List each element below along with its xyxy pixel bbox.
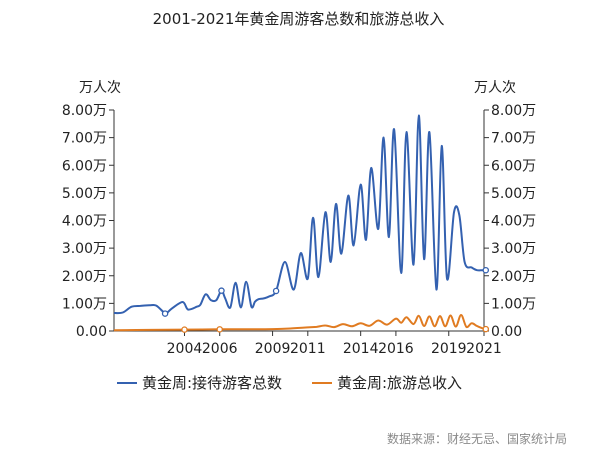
series-layer <box>113 114 490 333</box>
y-tick-label-right: 4.00万 <box>491 214 536 230</box>
right-unit-label: 万人次 <box>474 80 516 96</box>
series-line-visitors <box>113 114 486 316</box>
y-tick: 5.00万 5.00万 <box>62 186 536 202</box>
legend-label-visitors: 黄金周:接待游客总数 <box>142 374 282 392</box>
x-tick: 2004 <box>167 331 203 357</box>
y-tick-label-right: 0.00 <box>491 324 522 340</box>
x-tick: 2006 <box>202 331 238 357</box>
marker-visitors <box>161 310 169 317</box>
x-tick: 2014 <box>343 331 379 357</box>
x-tick-label: 2021 <box>466 341 502 357</box>
marker-visitors <box>218 287 225 294</box>
marker-revenue <box>181 326 188 333</box>
marker-visitors <box>482 266 490 274</box>
y-tick: 8.00万 8.00万 <box>62 103 536 119</box>
y-tick-label-right: 6.00万 <box>491 158 536 174</box>
y-tick-label-left: 1.00万 <box>62 296 107 312</box>
y-tick: 3.00万 3.00万 <box>62 241 536 257</box>
legend: 黄金周:接待游客总数 黄金周:旅游总收入 <box>117 374 462 392</box>
y-tick-label-right: 5.00万 <box>491 186 536 202</box>
y-tick-label-left: 2.00万 <box>62 269 107 285</box>
y-tick-label-left: 3.00万 <box>62 241 107 257</box>
y-tick-label-right: 1.00万 <box>491 296 536 312</box>
marker-visitors <box>272 287 280 295</box>
x-tick-label: 2019 <box>431 341 467 357</box>
legend-label-revenue: 黄金周:旅游总收入 <box>337 374 462 392</box>
y-tick-label-right: 3.00万 <box>491 241 536 257</box>
y-tick-label-left: 8.00万 <box>62 103 107 119</box>
x-tick-label: 2011 <box>290 341 326 357</box>
y-tick-label-right: 7.00万 <box>491 131 536 147</box>
marker-revenue <box>216 326 223 333</box>
y-tick: 2.00万 2.00万 <box>62 269 536 285</box>
x-tick-label: 2009 <box>255 341 291 357</box>
x-tick-label: 2014 <box>343 341 379 357</box>
y-tick-label-right: 2.00万 <box>491 269 536 285</box>
y-tick: 6.00万 6.00万 <box>62 158 536 174</box>
y-tick: 1.00万 1.00万 <box>62 296 536 312</box>
x-tick-label: 2016 <box>378 341 414 357</box>
x-tick: 2009 <box>255 331 291 357</box>
y-tick-label-left: 0.00 <box>76 324 107 340</box>
x-tick: 2016 <box>378 331 414 357</box>
y-tick: 7.00万 7.00万 <box>62 131 536 147</box>
marker-revenue <box>482 325 490 333</box>
left-unit-label: 万人次 <box>79 80 121 96</box>
y-tick-label-left: 5.00万 <box>62 186 107 202</box>
chart-title: 2001-2021年黄金周游客总数和旅游总收入 <box>152 10 445 28</box>
x-tick: 2019 <box>431 331 467 357</box>
x-tick: 2011 <box>290 331 326 357</box>
y-tick-label-left: 7.00万 <box>62 131 107 147</box>
y-tick-label-left: 4.00万 <box>62 214 107 230</box>
y-tick-label-left: 6.00万 <box>62 158 107 174</box>
y-tick: 4.00万 4.00万 <box>62 214 536 230</box>
y-tick: 0.00 0.00 <box>76 324 522 340</box>
x-tick-label: 2006 <box>202 341 238 357</box>
x-tick: 2021 <box>466 331 502 357</box>
y-tick-label-right: 8.00万 <box>491 103 536 119</box>
source-note: 数据来源：财经无忌、国家统计局 <box>386 432 567 446</box>
x-tick-label: 2004 <box>167 341 203 357</box>
axes: 0.00 0.00 1.00万 1.00万 2.00万 2.00万 3.00万 3.00万 4.… <box>62 103 536 357</box>
series-line-revenue <box>113 313 487 332</box>
